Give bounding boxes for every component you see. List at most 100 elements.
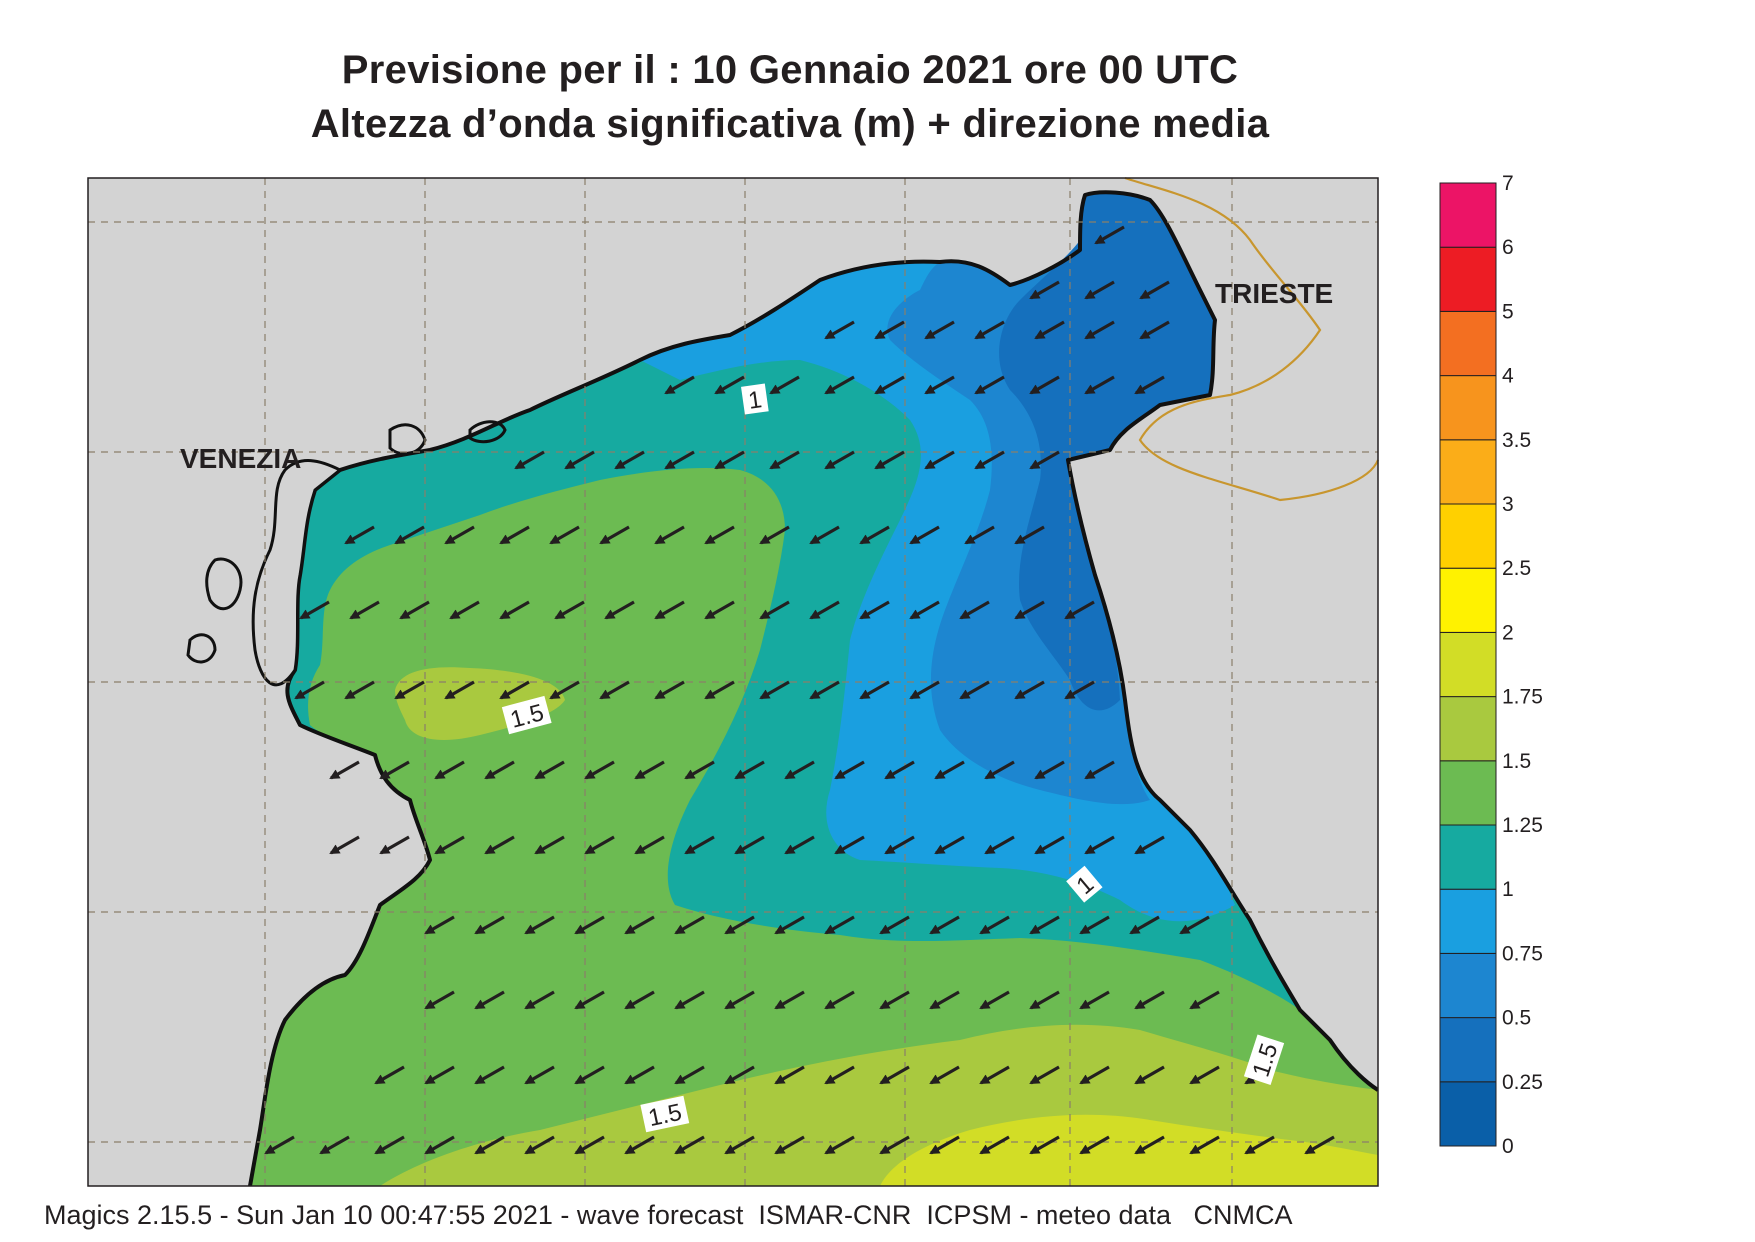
place-label-trieste: TRIESTE: [1215, 278, 1333, 309]
legend-swatch: [1439, 1081, 1497, 1147]
wave-arrow: [1189, 990, 1220, 1010]
wave-arrow: [1029, 280, 1060, 300]
wave-arrow: [654, 680, 685, 700]
wave-arrow: [884, 760, 915, 780]
wave-arrow: [424, 915, 455, 935]
wave-arrow: [884, 835, 915, 855]
national-border: [1124, 176, 1380, 502]
legend-tick-label: 2.5: [1502, 557, 1531, 580]
footer-credits: Magics 2.15.5 - Sun Jan 10 00:47:55 2021…: [44, 1200, 1293, 1230]
wave-arrow: [1064, 680, 1095, 700]
wave-arrow: [909, 600, 940, 620]
wave-arrow: [624, 915, 655, 935]
wave-arrow: [434, 760, 465, 780]
wave-arrow: [534, 835, 565, 855]
map-title: Previsione per il : 10 Gennaio 2021 ore …: [341, 48, 1239, 92]
wave-arrow: [1134, 375, 1165, 395]
wave-arrow: [859, 680, 890, 700]
place-label-venezia: VENEZIA: [180, 443, 301, 474]
wave-arrow: [1084, 760, 1115, 780]
contour-label: 1: [741, 383, 769, 415]
wave-arrow: [574, 1135, 605, 1155]
wave-arrow: [774, 1135, 805, 1155]
wave-arrow: [599, 525, 630, 545]
wave-arrow: [1014, 600, 1045, 620]
wave-arrow: [1139, 280, 1170, 300]
wave-arrow: [784, 835, 815, 855]
wave-arrow: [1129, 915, 1160, 935]
legend-swatch: [1439, 246, 1497, 312]
wave-arrow: [374, 1135, 405, 1155]
wave-arrow: [1029, 990, 1060, 1010]
wave-arrow: [584, 835, 615, 855]
wave-arrow: [974, 320, 1005, 340]
wave-arrow: [514, 450, 545, 470]
wave-arrow: [1034, 320, 1065, 340]
wave-arrow: [524, 1065, 555, 1085]
wave-arrow: [824, 1135, 855, 1155]
wave-arrow: [554, 600, 585, 620]
wave-arrow: [299, 600, 330, 620]
wave-arrow: [1084, 280, 1115, 300]
wave-arrow: [524, 915, 555, 935]
wave-arrow: [329, 760, 360, 780]
wave-arrow: [834, 760, 865, 780]
wave-arrow: [674, 990, 705, 1010]
wave-arrow: [824, 1065, 855, 1085]
wave-arrow: [964, 525, 995, 545]
wave-arrow: [809, 525, 840, 545]
wave-arrow: [724, 1135, 755, 1155]
map-frame: [87, 177, 1379, 1187]
wave-arrow: [444, 525, 475, 545]
wave-arrow: [1064, 600, 1095, 620]
wave-arrow: [874, 450, 905, 470]
legend-tick-label: 0.75: [1502, 942, 1543, 965]
wave-arrow: [1134, 1065, 1165, 1085]
wave-arrow: [1034, 835, 1065, 855]
wave-arrow: [934, 760, 965, 780]
wave-arrow: [1134, 990, 1165, 1010]
wave-arrow: [879, 1135, 910, 1155]
wave-arrow: [1034, 760, 1065, 780]
wave-arrow: [474, 1135, 505, 1155]
wave-arrow: [654, 525, 685, 545]
wave-arrow: [934, 835, 965, 855]
wave-arrow: [634, 835, 665, 855]
wave-arrow: [684, 760, 715, 780]
wave-arrow: [859, 600, 890, 620]
wave-arrow: [1029, 1135, 1060, 1155]
wave-arrow: [714, 375, 745, 395]
wave-arrow: [874, 320, 905, 340]
legend-swatch: [1439, 888, 1497, 954]
wave-arrow: [379, 760, 410, 780]
wave-arrow: [444, 680, 475, 700]
wave-arrow: [549, 525, 580, 545]
wave-arrow: [724, 1065, 755, 1085]
wave-arrow: [929, 1135, 960, 1155]
wave-arrow: [824, 990, 855, 1010]
graticule: [88, 178, 1378, 1186]
wave-arrow: [424, 990, 455, 1010]
wave-arrow: [399, 600, 430, 620]
wave-arrow: [1014, 525, 1045, 545]
wave-arrow: [474, 990, 505, 1010]
wave-arrow: [484, 760, 515, 780]
contour-label: 1.5: [501, 695, 552, 735]
wave-arrow: [1079, 915, 1110, 935]
wave-arrow: [824, 320, 855, 340]
wave-arrow: [634, 760, 665, 780]
wave-arrow: [674, 915, 705, 935]
wave-arrow: [549, 680, 580, 700]
wave-arrow: [624, 1065, 655, 1085]
wave-arrow: [809, 600, 840, 620]
wave-arrow: [1084, 835, 1115, 855]
wave-arrow: [1244, 1135, 1275, 1155]
wave-arrow: [1029, 915, 1060, 935]
legend-tick-label: 5: [1502, 300, 1514, 323]
color-legend: 0 0.25 0.5 0.75 1 1.25 1.5 1.75 2 2.5 3 3.5 4 5 6 7: [1439, 172, 1543, 1158]
wave-arrow: [344, 525, 375, 545]
wave-arrow: [394, 680, 425, 700]
wave-arrow: [909, 525, 940, 545]
legend-swatch: [1439, 696, 1497, 762]
svg-text:1: 1: [747, 386, 764, 415]
